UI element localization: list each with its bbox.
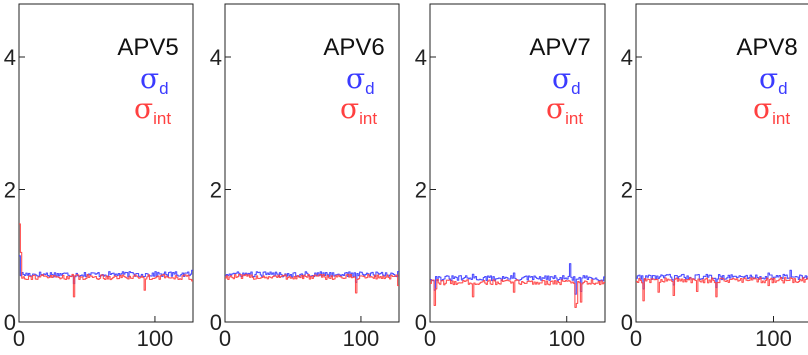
x-tick-label: 0	[13, 326, 25, 351]
series-sigma-int-line	[19, 223, 193, 298]
panel-title: APV6	[323, 34, 384, 61]
y-tick-label: 0	[415, 310, 427, 335]
x-tick-label: 100	[343, 326, 380, 351]
x-tick-label: 100	[755, 326, 792, 351]
x-tick-label: 0	[219, 326, 231, 351]
series-sigma-d-line	[430, 263, 605, 295]
y-tick-label: 4	[210, 45, 222, 70]
series-sigma-d-line	[636, 269, 808, 290]
x-tick-label: 100	[548, 326, 585, 351]
series-sigma-int-line	[225, 273, 399, 294]
series-sigma-int-line	[636, 277, 808, 302]
plot-frame	[635, 3, 808, 323]
y-tick-label: 2	[4, 178, 16, 203]
y-tick-label: 0	[621, 310, 633, 335]
y-tick-label: 2	[210, 178, 222, 203]
plot-frame	[429, 3, 606, 323]
x-tick-label: 100	[137, 326, 174, 351]
y-tick-label: 0	[210, 310, 222, 335]
panel-title: APV5	[117, 34, 178, 61]
plot-frame	[18, 3, 194, 323]
y-tick-label: 2	[415, 178, 427, 203]
panel-title: APV7	[529, 34, 590, 61]
y-tick-label: 2	[621, 178, 633, 203]
plot-frame	[224, 3, 400, 323]
panel-title: APV8	[736, 34, 797, 61]
y-tick-label: 4	[4, 45, 16, 70]
y-tick-label: 4	[415, 45, 427, 70]
series-sigma-d-line	[225, 271, 399, 283]
y-tick-label: 4	[621, 45, 633, 70]
y-tick-label: 0	[4, 310, 16, 335]
x-tick-label: 0	[630, 326, 642, 351]
series-sigma-int-line	[430, 279, 605, 308]
x-tick-label: 0	[424, 326, 436, 351]
